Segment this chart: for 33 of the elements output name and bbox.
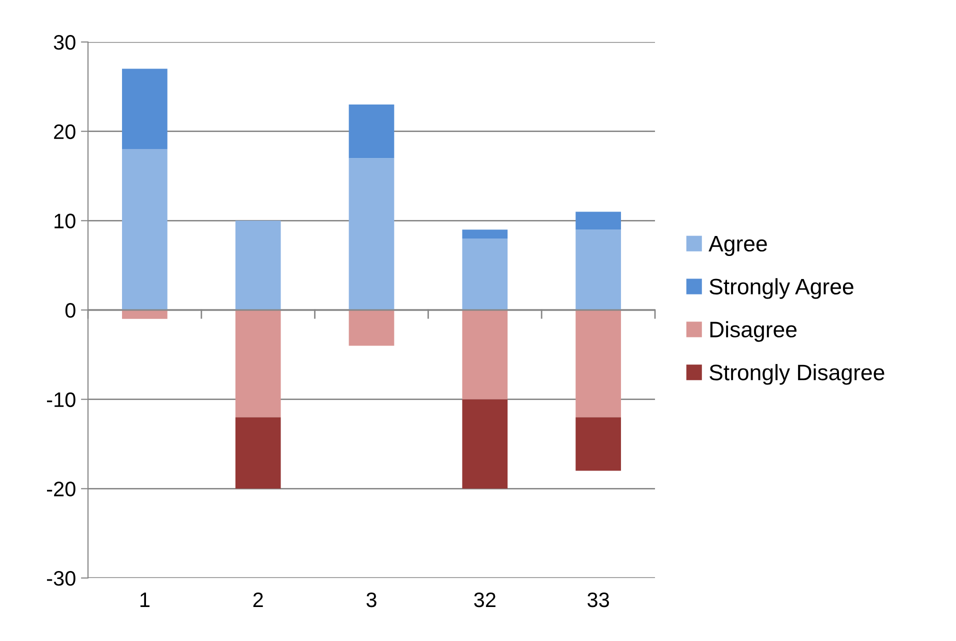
bar: [348, 104, 394, 158]
y-tick-label: -20: [47, 482, 76, 496]
legend-label: Disagree: [710, 321, 797, 342]
bar: [235, 417, 281, 489]
bar: [348, 310, 394, 346]
bar: [235, 310, 281, 418]
bar: [576, 417, 621, 471]
y-tick-label: 0: [65, 303, 76, 318]
bar: [576, 310, 621, 418]
x-tick-label: 1: [140, 592, 150, 607]
bar: [576, 230, 621, 310]
legend-label: Strongly Agree: [710, 278, 854, 299]
bar: [462, 399, 508, 489]
x-tick-label: 3: [366, 592, 376, 608]
y-tick-label: 20: [54, 124, 76, 140]
bar: [576, 212, 621, 230]
y-tick-label: 30: [54, 35, 76, 50]
legend-label: Agree: [708, 236, 767, 256]
bar: [348, 158, 394, 310]
x-tick-label: 33: [588, 592, 609, 608]
x-tick-label: 2: [253, 592, 263, 607]
bar: [462, 310, 508, 400]
y-tick-label: -30: [47, 571, 76, 586]
y-tick-label: -10: [47, 392, 76, 408]
bar: [122, 310, 168, 319]
x-tick-label: 32: [474, 592, 496, 608]
bar: [462, 238, 508, 310]
bar: [235, 220, 281, 310]
bar: [122, 149, 168, 310]
y-tick-label: 10: [54, 214, 76, 228]
legend-label: Strongly Disagree: [710, 364, 884, 385]
bar: [462, 230, 508, 239]
bar: [122, 68, 168, 150]
